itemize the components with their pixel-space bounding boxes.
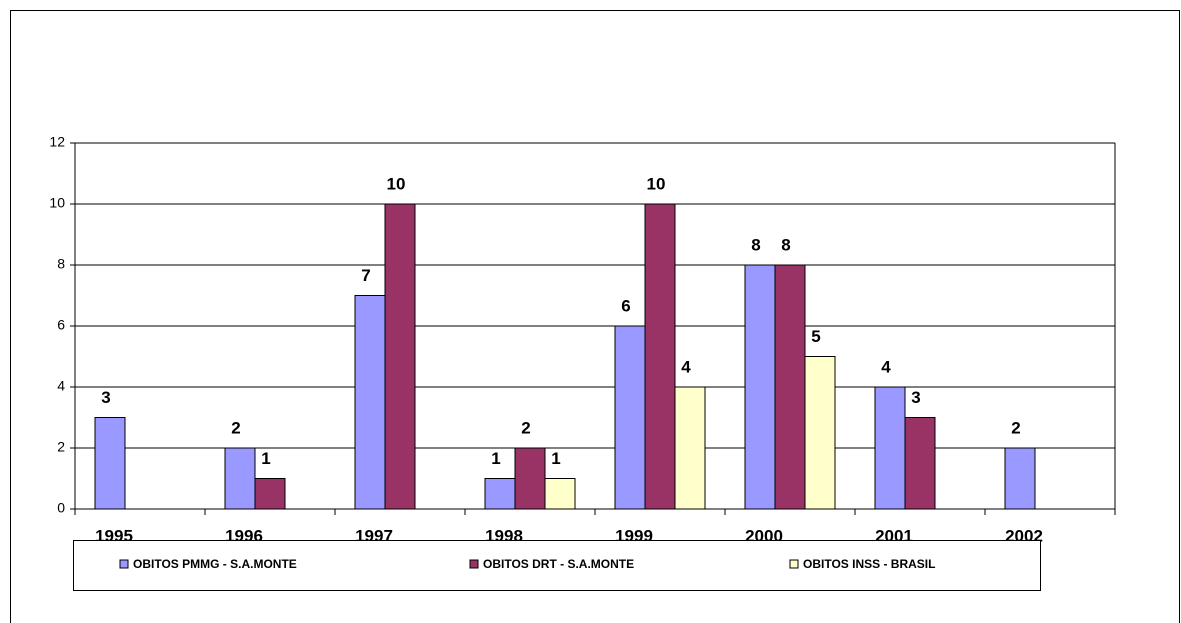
- data-label: 2: [231, 418, 240, 437]
- data-label: 1: [491, 449, 500, 468]
- y-tick-label: 2: [57, 439, 65, 455]
- legend-swatch: [789, 559, 799, 569]
- bar: [254, 478, 286, 510]
- data-label: 10: [387, 174, 406, 193]
- bar: [744, 264, 776, 510]
- y-tick-label: 10: [49, 195, 65, 211]
- data-label: 8: [751, 235, 760, 254]
- y-tick-label: 6: [57, 317, 65, 333]
- bar: [224, 447, 256, 510]
- legend-label: OBITOS PMMG - S.A.MONTE: [133, 557, 297, 571]
- y-tick-label: 4: [57, 378, 65, 394]
- bar: [544, 478, 576, 510]
- legend-swatch: [119, 559, 129, 569]
- legend-label: OBITOS DRT - S.A.MONTE: [483, 557, 634, 571]
- data-label: 3: [101, 388, 110, 407]
- data-label: 4: [681, 357, 691, 376]
- data-label: 1: [261, 449, 270, 468]
- data-label: 2: [1011, 418, 1020, 437]
- bar: [774, 264, 806, 510]
- data-label: 1: [551, 449, 560, 468]
- data-label: 8: [781, 235, 790, 254]
- bar: [514, 447, 546, 510]
- legend-swatch: [469, 559, 479, 569]
- data-label: 10: [647, 174, 666, 193]
- y-tick-label: 12: [49, 134, 65, 150]
- bar: [94, 417, 126, 510]
- y-tick-label: 8: [57, 256, 65, 272]
- bar: [1004, 447, 1036, 510]
- legend-label: OBITOS INSS - BRASIL: [803, 557, 935, 571]
- data-label: 3: [911, 388, 920, 407]
- data-label: 4: [881, 357, 891, 376]
- bar: [804, 356, 836, 510]
- chart-border: [10, 10, 1180, 623]
- bar: [614, 325, 646, 510]
- bar: [354, 295, 386, 510]
- data-label: 2: [521, 418, 530, 437]
- data-label: 6: [621, 296, 630, 315]
- bar: [674, 386, 706, 510]
- y-tick-label: 0: [57, 500, 65, 516]
- bar: [384, 203, 416, 510]
- bar: [484, 478, 516, 510]
- legend-box: [73, 540, 1041, 591]
- bar: [904, 417, 936, 510]
- data-label: 7: [361, 266, 370, 285]
- bar: [644, 203, 676, 510]
- bar: [874, 386, 906, 510]
- data-label: 5: [811, 327, 820, 346]
